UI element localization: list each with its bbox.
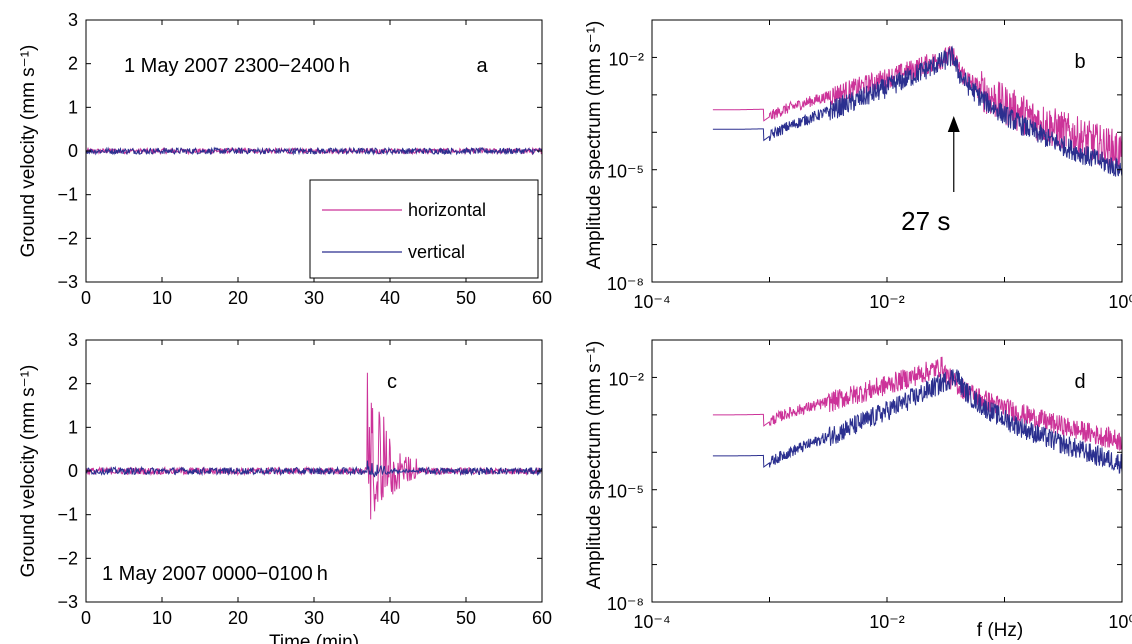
y-tick-label: −3 (57, 272, 78, 292)
y-tick-label: 10⁻⁸ (607, 274, 644, 294)
y-tick-label: 10⁻⁸ (607, 594, 644, 614)
y-axis-label: Ground velocity (mm s⁻¹) (18, 45, 39, 258)
x-tick-label: 0 (81, 608, 91, 628)
x-tick-label: 60 (532, 608, 552, 628)
y-tick-label: 1 (68, 97, 78, 117)
x-tick-label: 10⁰ (1108, 612, 1132, 632)
x-axis-label: f (Hz) (977, 620, 1023, 641)
x-tick-label: 10⁻⁴ (633, 612, 670, 632)
x-tick-label: 10⁻⁴ (633, 292, 670, 312)
y-axis-label: Amplitude spectrum (mm s⁻¹) (584, 21, 605, 270)
x-tick-label: 0 (81, 288, 91, 308)
plot-frame (651, 339, 1123, 603)
x-tick-label: 60 (532, 288, 552, 308)
legend-box (309, 179, 539, 279)
series-vertical-line (85, 146, 543, 156)
date-annotation: 1 May 2007 2300−2400 h (124, 55, 350, 77)
y-tick-label: −3 (57, 592, 78, 612)
y-tick-label: 10⁻⁵ (607, 162, 644, 182)
y-tick-label: −1 (57, 185, 78, 205)
series-horizontal-line (85, 372, 543, 520)
series-vertical-line (712, 369, 1123, 474)
x-tick-label: 10⁰ (1108, 292, 1132, 312)
x-tick-label: 40 (380, 288, 400, 308)
y-tick-label: 3 (68, 330, 78, 350)
y-tick-label: 10⁻⁵ (607, 482, 644, 502)
panel-c: 0 10 20 30 40 50 60 −3 −2 −1 0 1 2 3 Ground velocity (… (18, 330, 552, 644)
y-tick-label: −2 (57, 548, 78, 568)
x-tick-label: 20 (228, 608, 248, 628)
y-tick-label: −1 (57, 505, 78, 525)
period-annotation: 27 s (901, 206, 950, 236)
x-tick-label: 50 (456, 608, 476, 628)
y-axis-label: Amplitude spectrum (mm s⁻¹) (584, 341, 605, 590)
y-tick-label: 3 (68, 10, 78, 30)
y-tick-label: 10⁻² (608, 49, 644, 69)
legend-label-vertical: vertical (408, 242, 465, 262)
y-tick-label: 2 (68, 54, 78, 74)
y-tick-label: 0 (68, 141, 78, 161)
annotation-arrow-head (947, 116, 960, 132)
series-vertical-line (712, 45, 1123, 177)
x-tick-label: 10 (152, 608, 172, 628)
panel-label: c (387, 371, 397, 393)
y-axis-label: Ground velocity (mm s⁻¹) (18, 365, 39, 578)
series-horizontal-line (712, 45, 1123, 169)
x-tick-label: 30 (304, 608, 324, 628)
panel-label: d (1074, 371, 1085, 393)
series-horizontal-line (712, 356, 1123, 452)
series-horizontal-line (85, 146, 542, 156)
plot-frame (651, 19, 1123, 283)
panel-label: b (1074, 51, 1085, 73)
series-vertical-line (86, 460, 543, 478)
date-annotation: 1 May 2007 0000−0100 h (102, 563, 328, 585)
y-tick-label: −2 (57, 228, 78, 248)
legend-label-horizontal: horizontal (408, 200, 486, 220)
x-tick-label: 10⁻² (869, 612, 905, 632)
x-tick-label: 10 (152, 288, 172, 308)
x-tick-label: 20 (228, 288, 248, 308)
y-tick-label: 2 (68, 374, 78, 394)
y-tick-label: 0 (68, 461, 78, 481)
y-tick-label: 10⁻² (608, 369, 644, 389)
panel-a: 0 10 20 30 40 50 60 −3 −2 −1 0 1 2 3 Ground velocity (… (18, 10, 552, 308)
x-axis-label: Time (min) (269, 632, 359, 644)
panel-label: a (476, 55, 488, 77)
y-tick-label: 1 (68, 417, 78, 437)
x-tick-label: 10⁻² (869, 292, 905, 312)
x-tick-label: 40 (380, 608, 400, 628)
x-tick-label: 30 (304, 288, 324, 308)
x-tick-label: 50 (456, 288, 476, 308)
